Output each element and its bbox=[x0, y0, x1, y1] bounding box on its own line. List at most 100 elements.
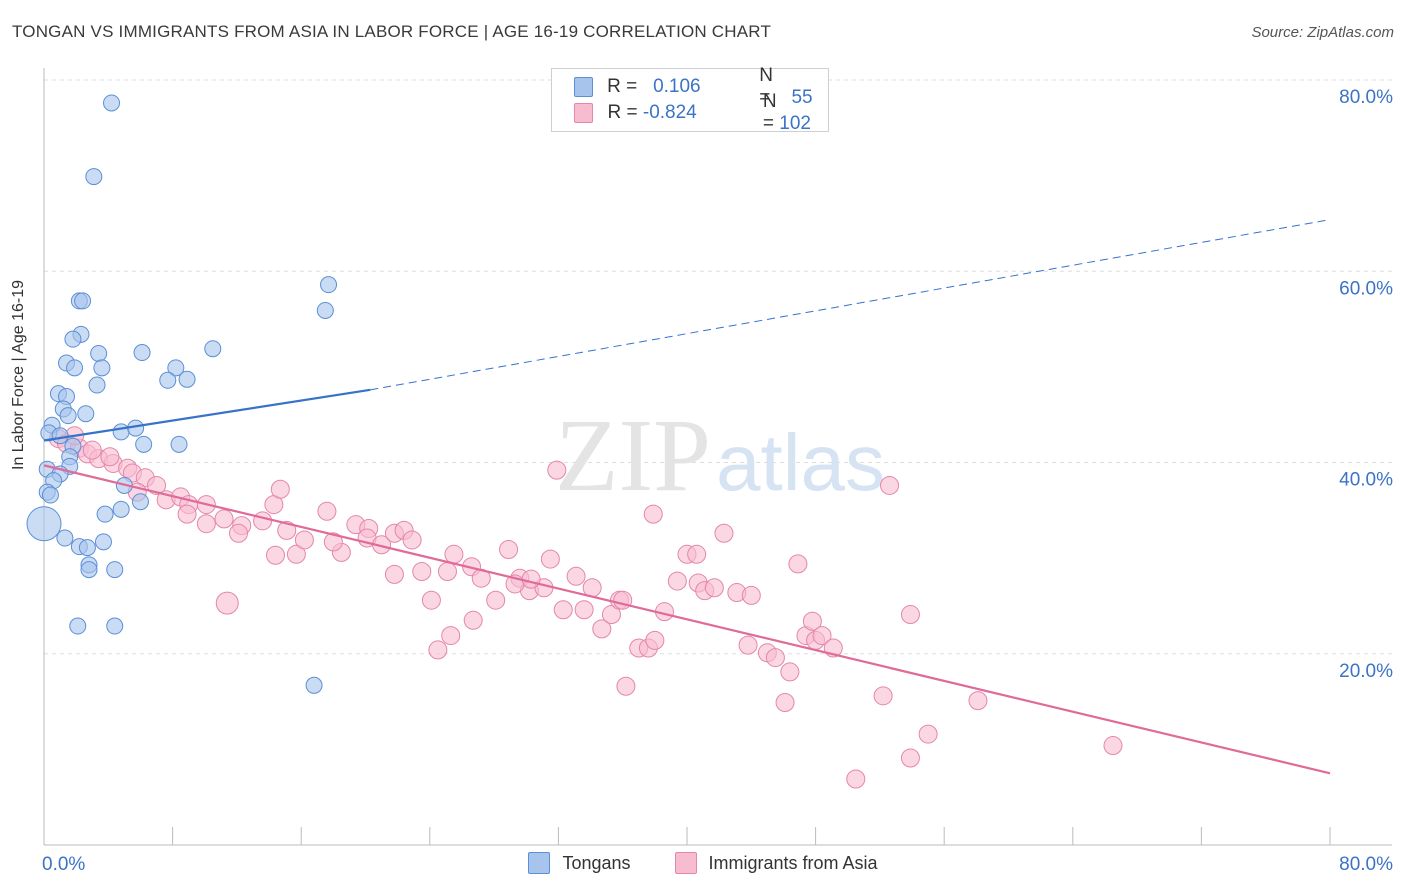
immigrants-asia-point bbox=[486, 590, 506, 610]
n-label: N = bbox=[759, 65, 773, 108]
immigrants-asia-point bbox=[384, 564, 404, 584]
immigrants-asia-point bbox=[196, 514, 216, 534]
watermark-zip: ZIP bbox=[555, 398, 711, 513]
immigrants-asia-point bbox=[286, 544, 306, 564]
source-label: Source: ZipAtlas.com bbox=[1251, 24, 1394, 41]
tongans-trend-line bbox=[43, 388, 371, 442]
legend-label: Tongans bbox=[562, 852, 631, 873]
r-value: -0.824 bbox=[642, 102, 697, 123]
tongans-point bbox=[51, 427, 69, 445]
immigrants-asia-point bbox=[147, 475, 167, 495]
immigrants-asia-point bbox=[687, 544, 707, 564]
tongans-point bbox=[94, 533, 112, 551]
immigrants-asia-points bbox=[48, 426, 1123, 789]
tongans-point bbox=[204, 340, 222, 358]
immigrants-asia-point bbox=[214, 509, 234, 529]
immigrants-asia-point bbox=[775, 693, 795, 713]
immigrants-asia-point bbox=[444, 544, 464, 564]
watermark: ZIP atlas bbox=[555, 398, 885, 513]
immigrants-asia-point bbox=[82, 440, 102, 460]
grid-lines bbox=[44, 79, 1392, 655]
legend-row-immigrants: R = -0.824 N = 102 bbox=[574, 91, 828, 134]
immigrants-asia-point bbox=[317, 501, 337, 521]
tongans-point bbox=[170, 435, 188, 453]
immigrants-asia-point bbox=[780, 662, 800, 682]
immigrants-asia-point bbox=[566, 566, 586, 586]
tongans-point bbox=[78, 539, 96, 557]
legend-item-immigrants[interactable]: Immigrants from Asia bbox=[674, 852, 878, 874]
y-tick-label: 20.0% bbox=[1339, 661, 1393, 682]
n-value: 55 bbox=[791, 87, 813, 108]
tongans-point bbox=[178, 370, 196, 388]
y-tick-label: 40.0% bbox=[1339, 470, 1393, 491]
immigrants-asia-trend-line bbox=[43, 464, 1331, 775]
immigrants-asia-point bbox=[421, 590, 441, 610]
immigrants-asia-point bbox=[428, 640, 448, 660]
immigrants-asia-point bbox=[553, 600, 573, 620]
legend-item-tongans[interactable]: Tongans bbox=[528, 852, 631, 874]
tongans-point bbox=[93, 359, 111, 377]
series-legend: Tongans Immigrants from Asia bbox=[0, 852, 1406, 874]
r-value: 0.106 bbox=[653, 76, 701, 97]
immigrants-asia-point bbox=[294, 530, 314, 550]
tongans-point bbox=[64, 330, 82, 348]
immigrants-asia-point bbox=[253, 511, 273, 531]
tongans-point bbox=[85, 168, 103, 186]
immigrants-asia-point bbox=[441, 626, 461, 646]
legend-swatch-blue bbox=[528, 852, 551, 874]
tongans-point bbox=[106, 561, 124, 579]
immigrants-asia-point bbox=[323, 532, 343, 552]
legend-swatch-blue bbox=[574, 77, 594, 97]
immigrants-asia-point bbox=[215, 591, 239, 615]
immigrants-asia-point bbox=[643, 504, 663, 524]
tick-labels: 20.0% 40.0% 60.0% 80.0% 0.0% 80.0% bbox=[42, 87, 1393, 875]
tongans-point bbox=[131, 493, 149, 511]
chart-title: TONGAN VS IMMIGRANTS FROM ASIA IN LABOR … bbox=[12, 22, 772, 41]
r-label: R = bbox=[607, 76, 638, 97]
tongans-point bbox=[135, 435, 153, 453]
immigrants-asia-point bbox=[873, 686, 893, 706]
immigrants-asia-point bbox=[265, 545, 285, 565]
tongans-point bbox=[112, 500, 130, 518]
y-tick-label: 80.0% bbox=[1339, 87, 1393, 108]
tongans-points bbox=[26, 94, 338, 694]
immigrants-asia-point bbox=[846, 769, 866, 789]
immigrants-asia-point bbox=[437, 562, 457, 582]
immigrants-asia-point bbox=[463, 610, 483, 630]
immigrants-asia-point bbox=[968, 691, 988, 711]
immigrants-asia-point bbox=[270, 479, 290, 499]
immigrants-asia-point bbox=[277, 520, 297, 540]
legend-swatch-pink bbox=[674, 852, 697, 874]
immigrants-asia-point bbox=[547, 460, 567, 480]
immigrants-asia-point bbox=[177, 504, 197, 524]
tongans-point bbox=[59, 407, 77, 425]
immigrants-asia-point bbox=[900, 605, 920, 625]
tongans-point bbox=[133, 344, 151, 362]
tongans-point bbox=[90, 344, 108, 362]
legend-row-tongans: R = 0.106 N = 55 bbox=[574, 65, 828, 108]
immigrants-asia-point bbox=[601, 605, 621, 625]
watermark-atlas: atlas bbox=[716, 418, 885, 507]
immigrants-asia-point bbox=[574, 600, 594, 620]
axes bbox=[43, 68, 1392, 846]
tongans-point bbox=[69, 617, 87, 635]
immigrants-asia-point bbox=[900, 748, 920, 768]
n-value: 102 bbox=[779, 113, 811, 134]
immigrants-asia-point bbox=[412, 562, 432, 582]
tongans-point bbox=[74, 292, 92, 310]
tongans-point bbox=[316, 301, 334, 319]
immigrants-asia-point bbox=[592, 619, 612, 639]
immigrants-asia-point bbox=[667, 571, 687, 591]
tongans-point bbox=[159, 371, 177, 389]
tongans-point bbox=[26, 506, 62, 542]
tongans-point bbox=[96, 505, 114, 523]
y-tick-label: 60.0% bbox=[1339, 278, 1393, 299]
trend-lines bbox=[43, 219, 1331, 775]
immigrants-asia-point bbox=[499, 540, 519, 560]
tongans-point bbox=[305, 676, 323, 694]
n-label: N = bbox=[762, 91, 777, 134]
immigrants-asia-point bbox=[540, 549, 560, 569]
tongans-point bbox=[56, 529, 74, 547]
immigrants-asia-point bbox=[616, 676, 636, 696]
